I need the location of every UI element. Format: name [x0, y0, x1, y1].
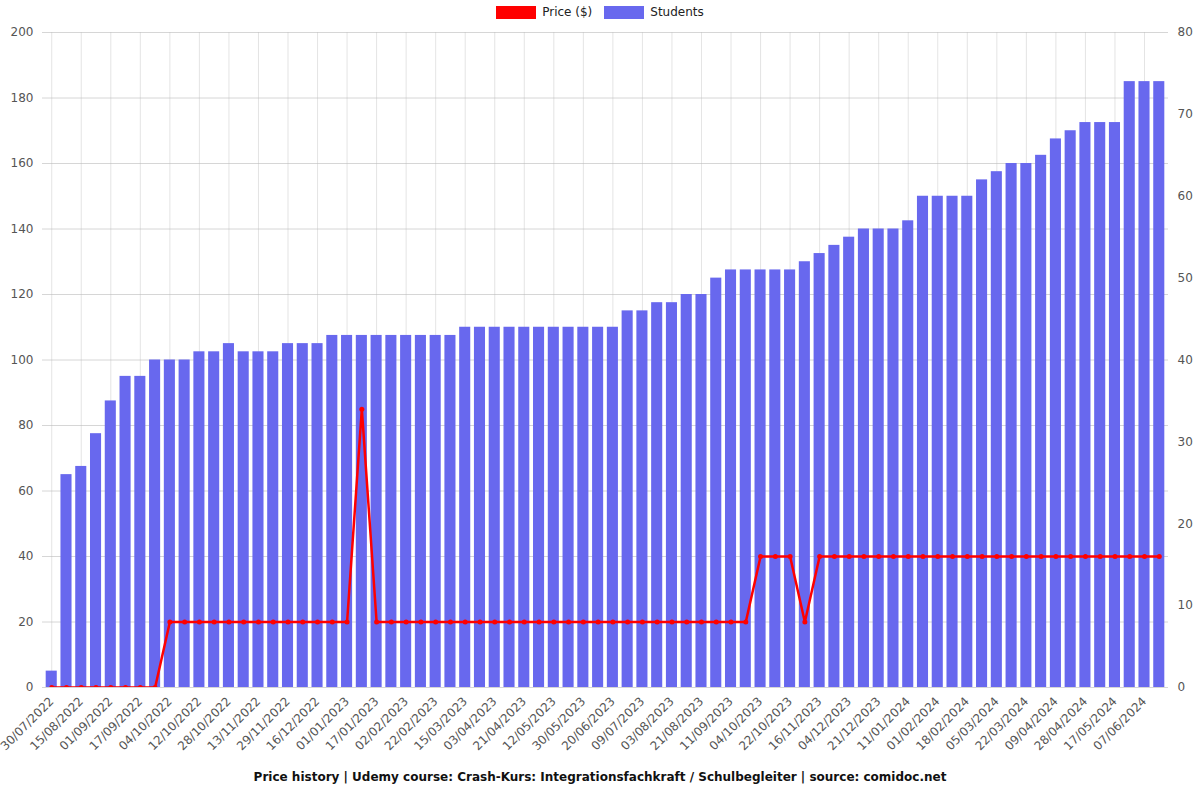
svg-text:04/12/2023: 04/12/2023: [795, 694, 854, 754]
svg-text:20: 20: [1178, 517, 1193, 531]
svg-text:11/01/2024: 11/01/2024: [854, 694, 914, 754]
svg-text:80: 80: [1178, 25, 1193, 39]
svg-text:50: 50: [1178, 271, 1193, 285]
svg-text:30: 30: [1178, 435, 1193, 449]
svg-text:17/05/2024: 17/05/2024: [1061, 694, 1120, 754]
svg-text:18/02/2024: 18/02/2024: [913, 694, 973, 754]
svg-text:10: 10: [1178, 598, 1193, 612]
svg-text:30/05/2023: 30/05/2023: [529, 694, 589, 754]
svg-text:22/02/2023: 22/02/2023: [381, 694, 441, 754]
svg-text:01/02/2024: 01/02/2024: [883, 694, 943, 754]
svg-text:21/04/2023: 21/04/2023: [470, 694, 530, 754]
svg-text:29/11/2022: 29/11/2022: [234, 694, 293, 754]
svg-text:16/12/2022: 16/12/2022: [263, 694, 323, 754]
svg-text:140: 140: [11, 222, 34, 236]
svg-text:12/10/2022: 12/10/2022: [145, 694, 205, 754]
svg-text:17/01/2023: 17/01/2023: [322, 694, 382, 754]
svg-text:20/06/2023: 20/06/2023: [558, 694, 618, 754]
svg-text:07/06/2024: 07/06/2024: [1091, 694, 1150, 753]
svg-text:70: 70: [1178, 107, 1193, 121]
svg-text:09/04/2024: 09/04/2024: [1001, 694, 1061, 754]
svg-text:200: 200: [11, 25, 34, 39]
html-text:Students: Students: [650, 5, 704, 19]
svg-text:100: 100: [11, 353, 34, 367]
svg-text:02/02/2023: 02/02/2023: [352, 694, 411, 754]
svg-text:22/10/2023: 22/10/2023: [736, 694, 795, 754]
svg-text:28/10/2022: 28/10/2022: [175, 694, 234, 754]
svg-text:28/04/2024: 28/04/2024: [1031, 694, 1091, 754]
svg-text:03/04/2023: 03/04/2023: [440, 694, 500, 754]
svg-text:05/03/2024: 05/03/2024: [942, 694, 1002, 754]
svg-text:180: 180: [11, 91, 34, 105]
svg-text:17/09/2022: 17/09/2022: [86, 694, 146, 754]
html-text:Price history | Udemy course:: Price history | Udemy course: Crash-Kurs…: [253, 770, 947, 784]
svg-text:01/01/2023: 01/01/2023: [293, 694, 352, 754]
svg-text:15/03/2023: 15/03/2023: [411, 694, 470, 754]
svg-text:22/03/2024: 22/03/2024: [972, 694, 1032, 754]
html-text:Price ($): Price ($): [542, 5, 593, 19]
svg-text:12/05/2023: 12/05/2023: [499, 694, 559, 754]
svg-text:0: 0: [26, 680, 34, 694]
svg-text:15/08/2022: 15/08/2022: [27, 694, 87, 754]
svg-text:11/09/2023: 11/09/2023: [677, 694, 736, 754]
svg-text:16/11/2023: 16/11/2023: [765, 694, 825, 754]
svg-text:03/08/2023: 03/08/2023: [618, 694, 677, 754]
svg-text:120: 120: [11, 287, 34, 301]
svg-text:160: 160: [11, 156, 34, 170]
svg-text:60: 60: [1178, 189, 1193, 203]
svg-text:80: 80: [18, 418, 33, 432]
svg-text:40: 40: [18, 549, 33, 563]
svg-text:40: 40: [1178, 353, 1193, 367]
svg-text:21/12/2023: 21/12/2023: [824, 694, 884, 754]
svg-text:09/07/2023: 09/07/2023: [588, 694, 648, 754]
svg-text:01/09/2022: 01/09/2022: [56, 694, 116, 754]
svg-text:0: 0: [1178, 680, 1186, 694]
svg-text:60: 60: [18, 484, 33, 498]
svg-text:13/11/2022: 13/11/2022: [204, 694, 264, 754]
svg-text:04/10/2023: 04/10/2023: [706, 694, 766, 754]
svg-text:04/10/2022: 04/10/2022: [115, 694, 175, 754]
svg-text:21/08/2023: 21/08/2023: [647, 694, 707, 754]
svg-text:20: 20: [18, 615, 33, 629]
